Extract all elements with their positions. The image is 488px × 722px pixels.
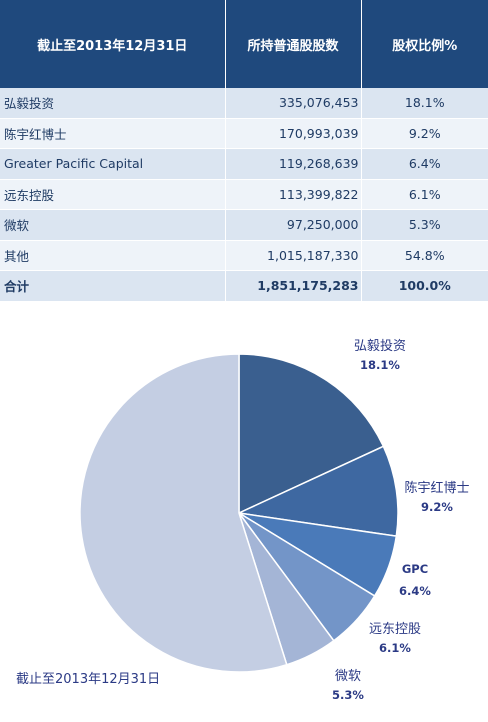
header-percent: 股权比例% bbox=[361, 0, 488, 88]
row-percent: 6.1% bbox=[361, 179, 488, 210]
pie-label-name: 远东控股 bbox=[368, 622, 421, 637]
header-date: 截止至2013年12月31日 bbox=[0, 0, 226, 88]
row-percent: 6.4% bbox=[361, 148, 488, 180]
row-shares: 97,250,000 bbox=[225, 209, 362, 241]
row-shares: 1,015,187,330 bbox=[225, 240, 362, 271]
table-total-row: 合计 1,851,175,283 100.0% bbox=[0, 270, 488, 302]
total-shares: 1,851,175,283 bbox=[225, 270, 362, 302]
total-percent: 100.0% bbox=[361, 270, 488, 302]
pie-slice-1 bbox=[236, 445, 399, 538]
row-name: 微软 bbox=[0, 209, 226, 241]
pie-label-name: 陈宇红博士 bbox=[404, 481, 470, 496]
table-row: Greater Pacific Capital 119,268,639 6.4% bbox=[0, 148, 488, 180]
pie-label-value: 6.1% bbox=[379, 641, 411, 655]
table-row: 陈宇红博士 170,993,039 9.2% bbox=[0, 118, 488, 149]
row-name: 其他 bbox=[0, 240, 226, 271]
row-name: 弘毅投资 bbox=[0, 88, 226, 119]
row-shares: 170,993,039 bbox=[225, 118, 362, 149]
row-name: Greater Pacific Capital bbox=[0, 148, 226, 180]
pie-label-fareast: 远东控股 6.1% bbox=[355, 621, 435, 657]
pie-label-gpc: GPC 6.4% bbox=[385, 560, 445, 600]
row-name: 远东控股 bbox=[0, 179, 226, 210]
total-name: 合计 bbox=[0, 270, 226, 302]
table-row: 微软 97,250,000 5.3% bbox=[0, 209, 488, 241]
table-row: 其他 1,015,187,330 54.8% bbox=[0, 240, 488, 271]
pie-label-value: 18.1% bbox=[360, 358, 400, 372]
pie-label-name: 弘毅投资 bbox=[353, 339, 406, 354]
pie-label-chen: 陈宇红博士 9.2% bbox=[392, 480, 482, 516]
pie-label-hony: 弘毅投资 18.1% bbox=[335, 338, 425, 374]
chart-date-note: 截止至2013年12月31日 bbox=[16, 672, 161, 687]
pie-label-value: 5.3% bbox=[332, 688, 364, 702]
row-percent: 54.8% bbox=[361, 240, 488, 271]
row-percent: 9.2% bbox=[361, 118, 488, 149]
pie-label-name: GPC bbox=[401, 562, 429, 576]
row-percent: 18.1% bbox=[361, 88, 488, 119]
shareholding-pie-chart bbox=[79, 353, 399, 673]
row-shares: 113,399,822 bbox=[225, 179, 362, 210]
row-shares: 335,076,453 bbox=[225, 88, 362, 119]
row-percent: 5.3% bbox=[361, 209, 488, 241]
shareholding-table: 截止至2013年12月31日 所持普通股股数 股权比例% 弘毅投资 335,07… bbox=[0, 0, 488, 302]
row-name: 陈宇红博士 bbox=[0, 118, 226, 149]
pie-slice-0 bbox=[238, 353, 385, 515]
table-header-row: 截止至2013年12月31日 所持普通股股数 股权比例% bbox=[0, 0, 488, 88]
header-shares: 所持普通股股数 bbox=[225, 0, 362, 88]
pie-slice-5 bbox=[79, 353, 288, 673]
table-row: 远东控股 113,399,822 6.1% bbox=[0, 179, 488, 210]
table-row: 弘毅投资 335,076,453 18.1% bbox=[0, 88, 488, 119]
row-shares: 119,268,639 bbox=[225, 148, 362, 180]
pie-label-value: 6.4% bbox=[399, 584, 431, 598]
pie-label-name: 微软 bbox=[334, 669, 361, 684]
pie-label-value: 9.2% bbox=[421, 500, 453, 514]
pie-label-microsoft: 微软 5.3% bbox=[320, 668, 376, 704]
